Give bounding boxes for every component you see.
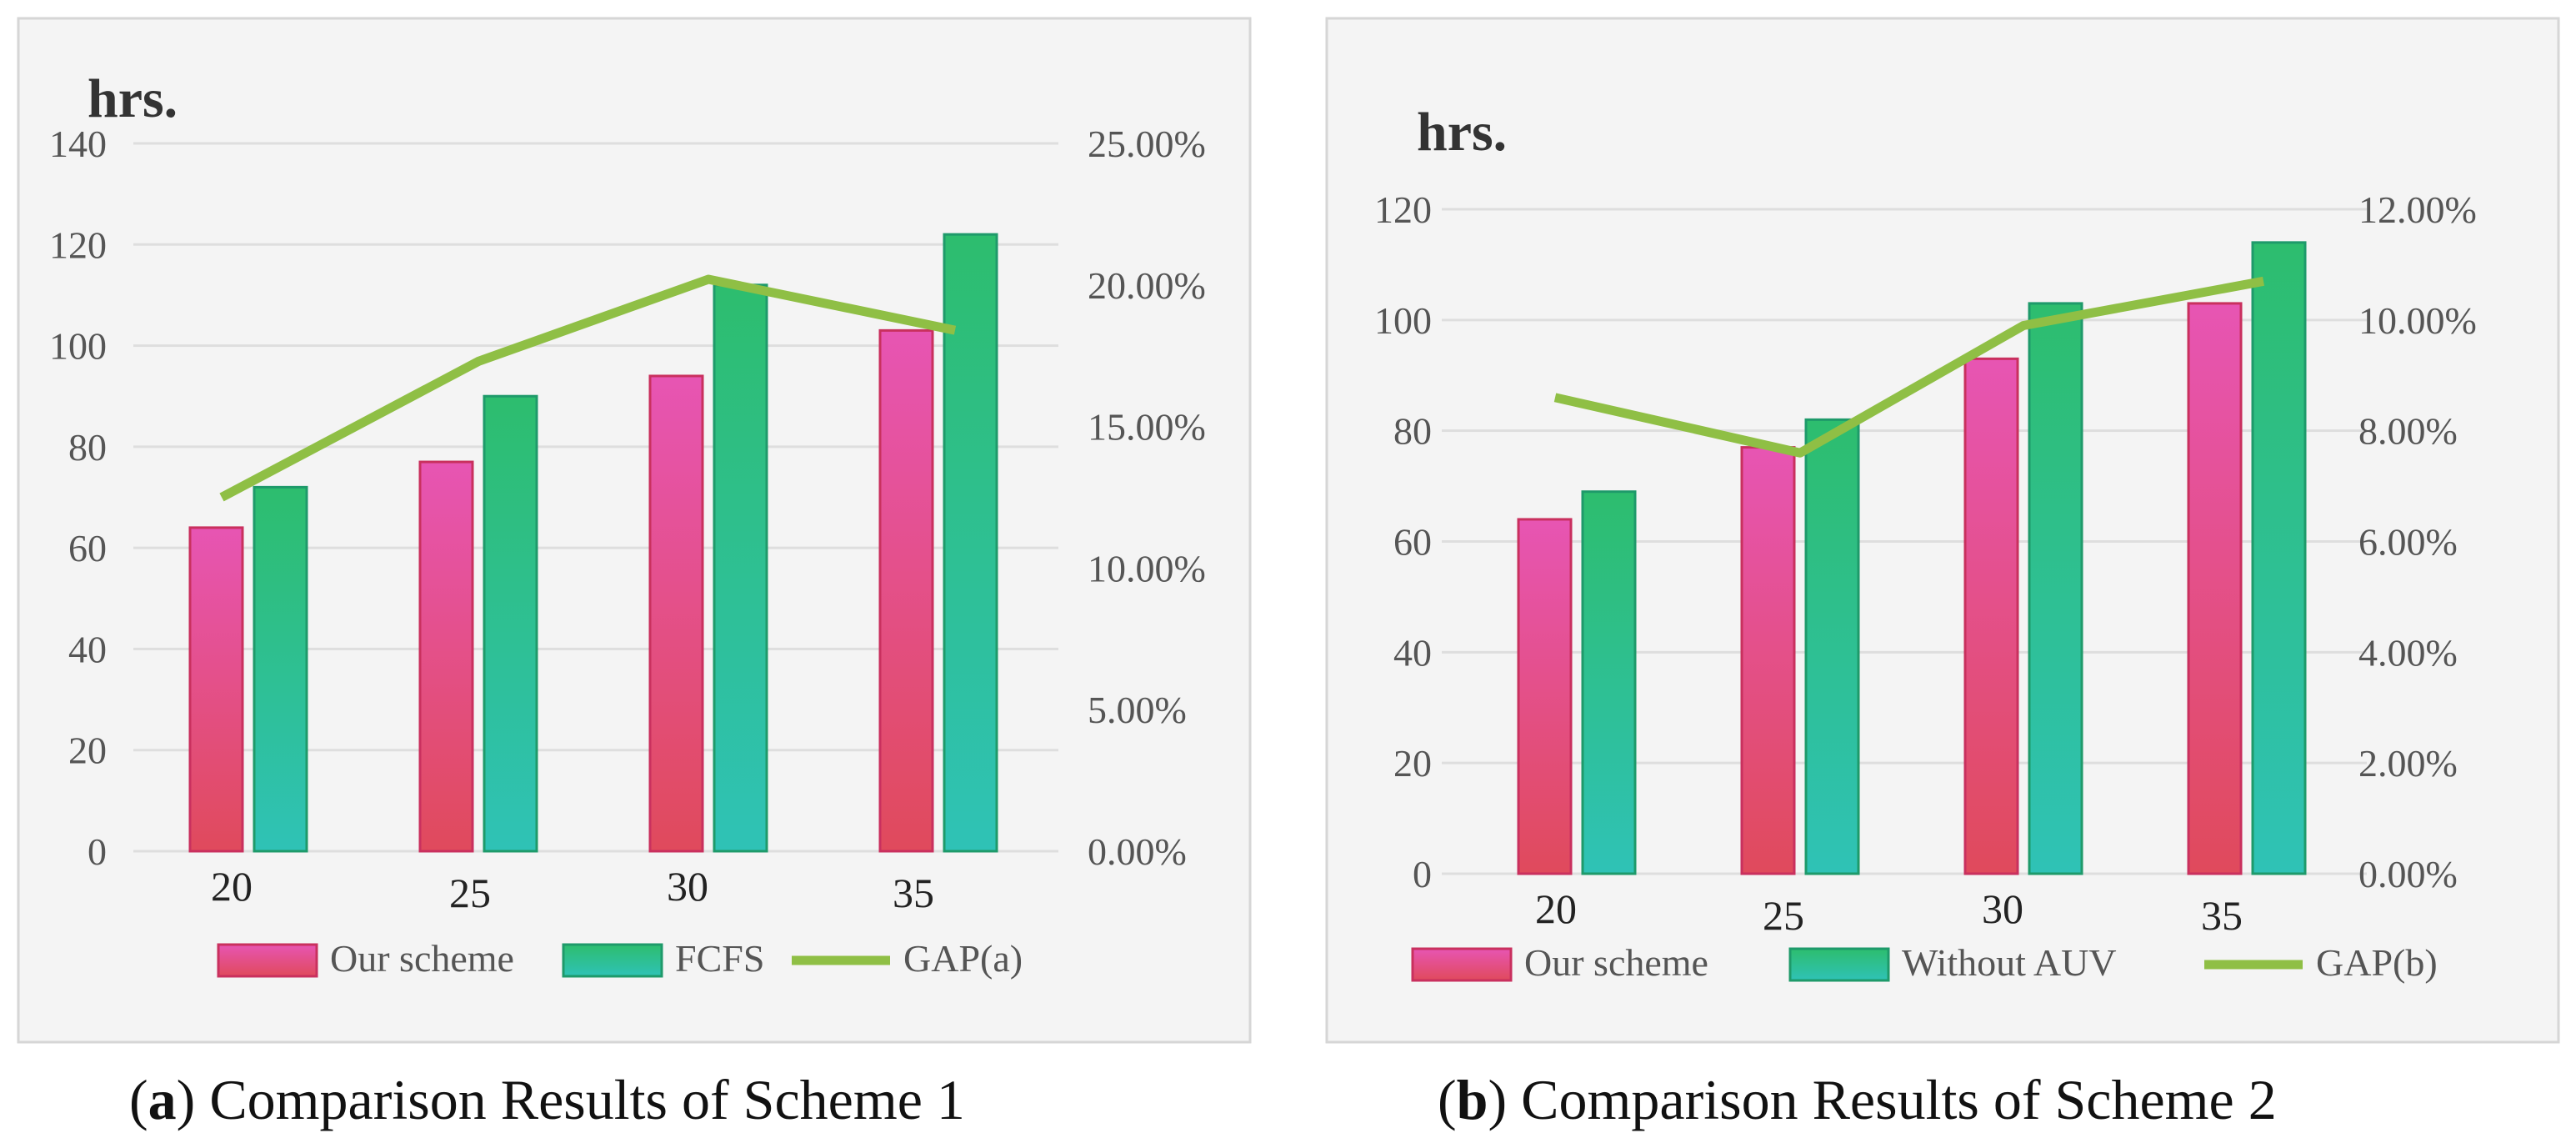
chart-a-xticks: 20 25 30 35: [211, 863, 934, 916]
chart-b-y2tick-label: 2.00%: [2358, 742, 2458, 785]
chart-a-bar-our-scheme-30: [648, 374, 704, 853]
chart-b-xtick-label: 35: [2201, 892, 2243, 939]
chart-a-y2tick-label: 0.00%: [1088, 830, 1187, 873]
chart-b-bar-our-scheme-35: [2187, 302, 2243, 875]
chart-a-yticks: 0 20 40 60 80 100 120 140: [49, 123, 107, 873]
chart-b-bar-without-auv-35: [2251, 241, 2307, 875]
chart-b-xtick-label: 20: [1535, 885, 1577, 932]
chart-a-bar-our-scheme-25: [418, 460, 474, 853]
chart-b-y2tick-label: 8.00%: [2358, 410, 2458, 453]
chart-a-legend-label-our-scheme: Our scheme: [330, 937, 514, 980]
chart-b-y2ticks: 0.00% 2.00% 4.00% 6.00% 8.00% 10.00% 12.00%: [2358, 188, 2477, 895]
chart-b-line: [1553, 276, 2264, 458]
chart-b-legend-swatch-without-auv: [1788, 947, 1890, 982]
chart-a-ytick-label: 140: [49, 123, 107, 165]
chart-b-unit-label: hrs.: [1417, 102, 1507, 163]
chart-b-bar-without-auv-25: [1804, 418, 1860, 875]
chart-a-ytick-label: 40: [68, 628, 107, 670]
chart-a-legend-swatch-fcfs: [562, 943, 663, 978]
chart-a-xtick-label: 30: [667, 863, 708, 910]
chart-b-legend-label-our-scheme: Our scheme: [1524, 941, 1708, 984]
chart-b-xtick-label: 30: [1982, 885, 2023, 932]
chart-a-bar-fcfs-30: [713, 283, 768, 853]
chart-a-y2tick-label: 15.00%: [1088, 406, 1206, 449]
chart-b-ytick-label: 40: [1393, 631, 1432, 674]
chart-b-bar-our-scheme-25: [1740, 446, 1796, 875]
chart-a-bar-fcfs-35: [943, 233, 998, 853]
caption-b-letter: b: [1457, 1068, 1488, 1131]
chart-b-ytick-label: 80: [1393, 410, 1432, 453]
chart-b-y2tick-label: 4.00%: [2358, 631, 2458, 674]
chart-a-ytick-label: 60: [68, 527, 107, 569]
chart-b-xticks: 20 25 30 35: [1535, 885, 2243, 939]
chart-a-xtick-label: 20: [211, 863, 253, 910]
chart-a-bar-our-scheme-20: [188, 526, 244, 853]
chart-b-ytick-label: 120: [1374, 188, 1432, 231]
chart-b-bar-without-auv-20: [1581, 490, 1637, 875]
chart-b-y2tick-label: 6.00%: [2358, 521, 2458, 564]
chart-b-ytick-label: 60: [1393, 521, 1432, 564]
chart-b-bar-our-scheme-30: [1963, 357, 2019, 875]
chart-b-xtick-label: 25: [1763, 892, 1804, 939]
chart-b-y2tick-label: 12.00%: [2358, 188, 2477, 231]
chart-a-legend: Our scheme FCFS GAP(a): [217, 937, 1023, 980]
chart-b-line-gap-b-: [1553, 276, 2264, 458]
chart-a-xtick-label: 25: [449, 870, 491, 916]
chart-a-y2tick-label: 25.00%: [1088, 123, 1206, 165]
chart-a-y2tick-label: 10.00%: [1088, 547, 1206, 589]
chart-b-ytick-label: 100: [1374, 299, 1432, 342]
caption-b-text: Comparison Results of Scheme 2: [1507, 1068, 2277, 1131]
chart-b-ytick-label: 20: [1393, 742, 1432, 785]
caption-a: (a) Comparison Results of Scheme 1: [129, 1068, 965, 1131]
caption-a-letter: a: [148, 1068, 177, 1131]
chart-b-y2tick-label: 10.00%: [2358, 299, 2477, 342]
chart-b-bars: [1517, 241, 2307, 875]
chart-a-y2ticks: 0.00% 5.00% 10.00% 15.00% 20.00% 25.00%: [1088, 123, 1206, 873]
chart-b-yticks: 0 20 40 60 80 100 120: [1374, 188, 1432, 895]
chart-a-bar-fcfs-20: [253, 485, 308, 853]
chart-a-bar-fcfs-25: [483, 394, 538, 853]
chart-b-y2tick-label: 0.00%: [2358, 853, 2458, 895]
caption-b: (b) Comparison Results of Scheme 2: [1438, 1068, 2277, 1131]
chart-a-line: [219, 274, 957, 502]
chart-a-legend-label-gap-a-: GAP(a): [903, 937, 1023, 980]
chart-a-bar-our-scheme-35: [878, 328, 934, 853]
chart-a-y2tick-label: 5.00%: [1088, 689, 1187, 731]
chart-b-legend-label-gap-b-: GAP(b): [2316, 941, 2438, 984]
chart-a-unit-label: hrs.: [88, 68, 178, 129]
chart-a-line-gap-a-: [219, 274, 957, 502]
chart-a-ytick-label: 100: [49, 325, 107, 368]
chart-b-bar-our-scheme-20: [1517, 518, 1573, 875]
chart-b-ytick-label: 0: [1413, 853, 1432, 895]
chart-a-xtick-label: 35: [893, 870, 934, 916]
chart-a-bars: [188, 233, 998, 853]
chart-a: 0 20 40 60 80 100 120 140 0.00% 5.00% 10.00% 15.00…: [17, 17, 1252, 1044]
chart-a-y2tick-label: 20.00%: [1088, 264, 1206, 307]
chart-b-legend-label-without-auv: Without AUV: [1902, 941, 2117, 984]
chart-b-bar-without-auv-30: [2028, 302, 2083, 875]
chart-a-legend-label-fcfs: FCFS: [675, 937, 764, 980]
chart-a-ytick-label: 0: [88, 830, 107, 873]
chart-a-ytick-label: 120: [49, 223, 107, 266]
chart-a-legend-swatch-our-scheme: [217, 943, 318, 978]
chart-b: 0 20 40 60 80 100 120 0.00% 2.00% 4.00% 6.00% 8.00…: [1325, 17, 2560, 1044]
chart-b-legend-swatch-our-scheme: [1411, 947, 1513, 982]
chart-a-ytick-label: 20: [68, 729, 107, 772]
caption-a-text: Comparison Results of Scheme 1: [195, 1068, 965, 1131]
chart-b-legend: Our scheme Without AUV GAP(b): [1411, 941, 2438, 984]
chart-a-ytick-label: 80: [68, 426, 107, 469]
